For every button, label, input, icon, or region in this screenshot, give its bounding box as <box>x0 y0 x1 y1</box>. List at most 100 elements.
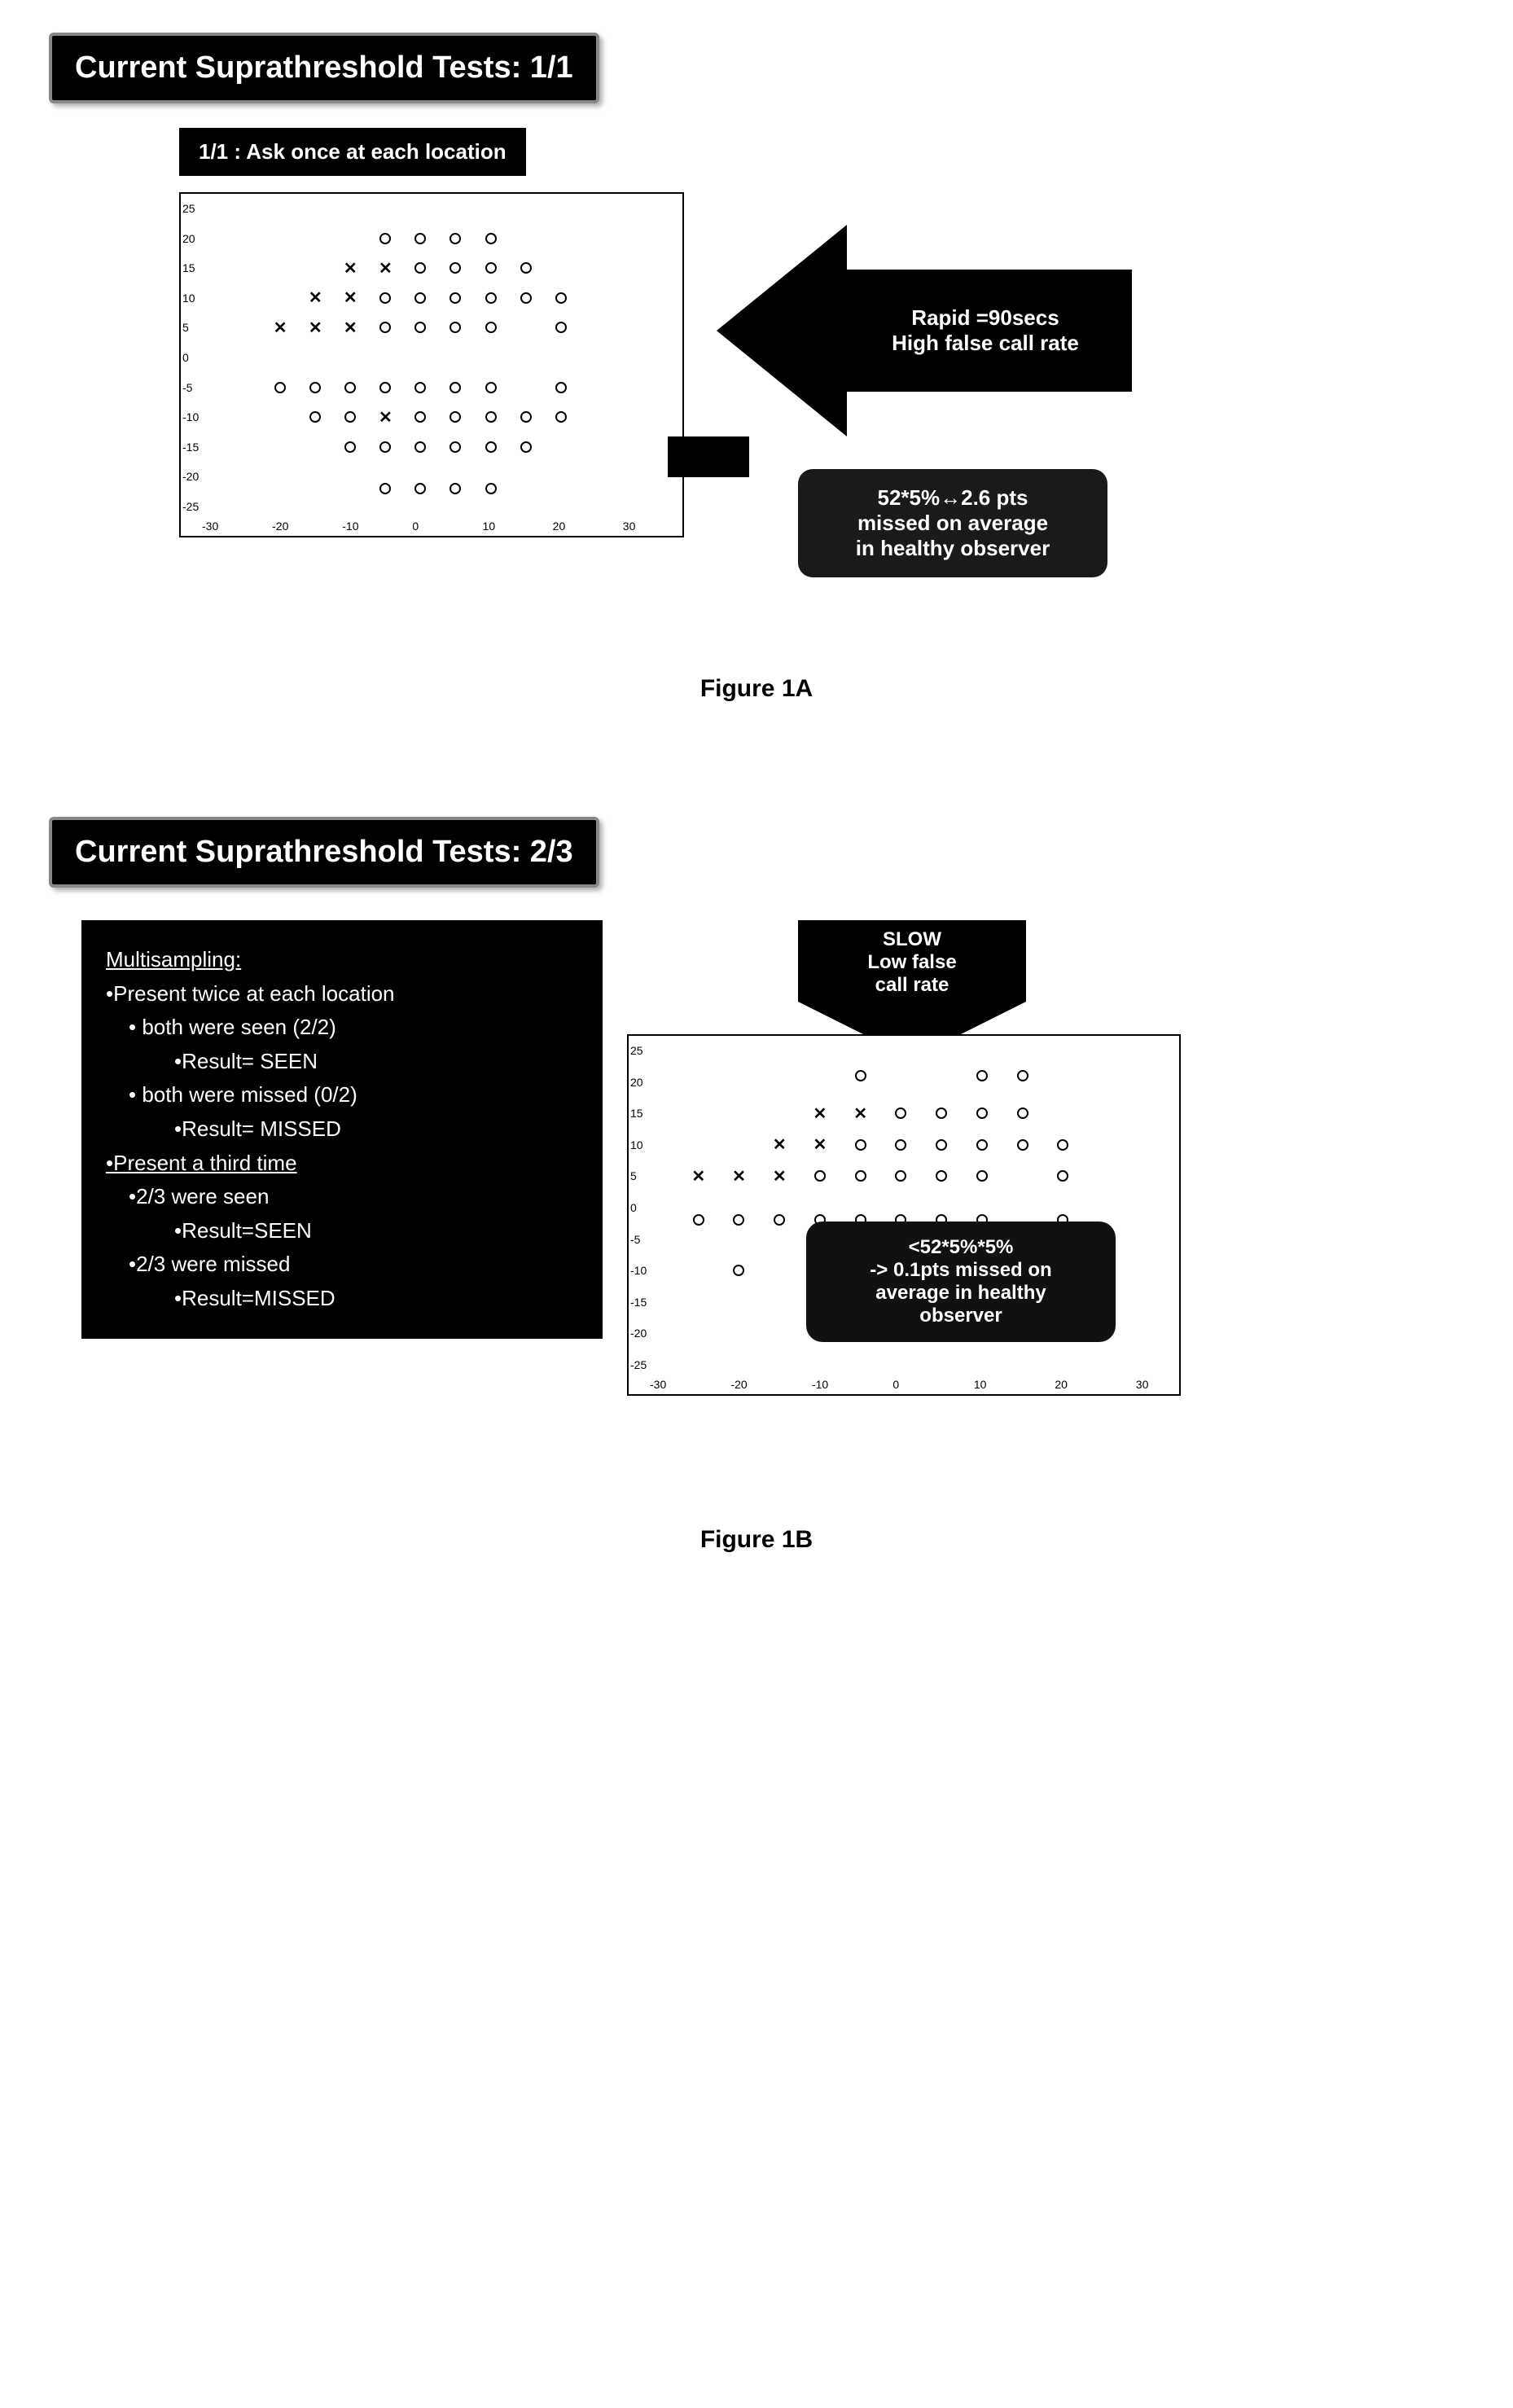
ytick-label: -25 <box>182 500 199 513</box>
ms-line3: •Result= SEEN <box>174 1045 578 1079</box>
missed-point-marker <box>344 292 356 304</box>
seen-point-marker <box>555 382 567 393</box>
figure-1a-arrow-wrap: Rapid =90secs High false call rate <box>717 225 1173 436</box>
down-arrow-line2: Low false <box>813 951 1011 974</box>
ytick-label: -15 <box>182 441 199 454</box>
seen-point-marker <box>414 233 426 244</box>
seen-point-marker <box>1017 1139 1028 1151</box>
figure-1b-callout-line3: average in healthy <box>826 1282 1096 1305</box>
seen-point-marker <box>520 411 532 423</box>
seen-point-marker <box>344 441 356 453</box>
seen-point-marker <box>450 441 461 453</box>
seen-point-marker <box>379 292 391 304</box>
ms-line9: •2/3 were missed <box>129 1248 578 1282</box>
seen-point-marker <box>520 441 532 453</box>
left-arrow-head-icon <box>717 225 847 436</box>
seen-point-marker <box>855 1070 866 1081</box>
ytick-label: 15 <box>630 1107 643 1120</box>
ytick-label: -20 <box>182 470 199 483</box>
xtick-label: 10 <box>974 1378 987 1391</box>
figure-1a: Current Suprathreshold Tests: 1/1 1/1 : … <box>49 33 1464 703</box>
seen-point-marker <box>485 233 497 244</box>
seen-point-marker <box>936 1139 947 1151</box>
figure-1a-panel-row: -25-20-15-10-50510152025-30-20-100102030… <box>49 192 1464 577</box>
seen-point-marker <box>855 1170 866 1182</box>
ytick-label: 25 <box>182 202 195 215</box>
connector-bar-icon <box>668 436 749 477</box>
seen-point-marker <box>895 1139 906 1151</box>
seen-point-marker <box>414 262 426 274</box>
seen-point-marker <box>693 1214 704 1226</box>
ytick-label: 20 <box>630 1076 643 1089</box>
seen-point-marker <box>450 382 461 393</box>
down-arrow-body: SLOW Low false call rate <box>798 920 1026 1002</box>
figure-1a-caption-text: Figure 1A <box>700 675 813 702</box>
seen-point-marker <box>450 262 461 274</box>
seen-point-marker <box>895 1170 906 1182</box>
figure-1b-caption-text: Figure 1B <box>700 1526 813 1553</box>
seen-point-marker <box>379 483 391 494</box>
figure-1a-arrow-line1: Rapid =90secs <box>911 305 1059 331</box>
down-arrow-line1: SLOW <box>813 928 1011 951</box>
xtick-label: 30 <box>623 520 636 533</box>
down-arrow-line3: call rate <box>813 974 1011 997</box>
xtick-label: 20 <box>553 520 566 533</box>
figure-1a-caption: Figure 1A <box>49 675 1464 703</box>
seen-point-marker <box>555 322 567 333</box>
ms-line5: •Result= MISSED <box>174 1112 578 1147</box>
seen-point-marker <box>895 1108 906 1119</box>
xtick-label: -30 <box>650 1378 666 1391</box>
figure-1b-panel-row: Multisampling: •Present twice at each lo… <box>49 920 1464 1396</box>
missed-point-marker <box>344 322 356 333</box>
ms-line2: • both were seen (2/2) <box>129 1011 578 1045</box>
missed-point-marker <box>379 411 391 423</box>
xtick-label: 30 <box>1136 1378 1149 1391</box>
ms-line6: •Present a third time <box>106 1151 297 1175</box>
seen-point-marker <box>379 441 391 453</box>
figure-1a-callout: 52*5%↔2.6 pts missed on average in healt… <box>798 469 1107 577</box>
missed-point-marker <box>274 322 286 333</box>
ytick-label: 10 <box>182 292 195 305</box>
seen-point-marker <box>414 441 426 453</box>
ytick-label: 15 <box>182 261 195 274</box>
missed-point-marker <box>855 1108 866 1119</box>
seen-point-marker <box>450 233 461 244</box>
seen-point-marker <box>976 1108 988 1119</box>
figure-1a-arrow-line2: High false call rate <box>892 331 1079 356</box>
figure-1a-callout-line1: 52*5%↔2.6 pts <box>821 485 1085 511</box>
figure-1a-arrow-body: Rapid =90secs High false call rate <box>839 270 1132 392</box>
figure-1a-annotations: Rapid =90secs High false call rate 52*5%… <box>717 192 1173 577</box>
ytick-label: 0 <box>182 351 189 364</box>
missed-point-marker <box>733 1170 744 1182</box>
seen-point-marker <box>274 382 286 393</box>
ytick-label: -5 <box>182 381 192 394</box>
seen-point-marker <box>520 292 532 304</box>
ytick-label: 25 <box>630 1044 643 1057</box>
ytick-label: -15 <box>630 1296 647 1309</box>
ms-line4: • both were missed (0/2) <box>129 1078 578 1112</box>
seen-point-marker <box>450 411 461 423</box>
xtick-label: -10 <box>342 520 358 533</box>
seen-point-marker <box>936 1170 947 1182</box>
seen-point-marker <box>379 233 391 244</box>
figure-1b-caption: Figure 1B <box>49 1526 1464 1554</box>
missed-point-marker <box>693 1170 704 1182</box>
seen-point-marker <box>976 1170 988 1182</box>
missed-point-marker <box>309 292 321 304</box>
ytick-label: 10 <box>630 1138 643 1151</box>
figure-1a-callout-line2: missed on average <box>821 511 1085 536</box>
figure-1b-right-col: SLOW Low false call rate -25-20-15-10-50… <box>627 920 1197 1396</box>
figure-1a-chart-inner: -25-20-15-10-50510152025-30-20-100102030 <box>181 194 637 536</box>
seen-point-marker <box>814 1170 826 1182</box>
seen-point-marker <box>1057 1170 1068 1182</box>
ytick-label: -10 <box>630 1264 647 1277</box>
xtick-label: -10 <box>812 1378 828 1391</box>
seen-point-marker <box>414 382 426 393</box>
seen-point-marker <box>1057 1139 1068 1151</box>
missed-point-marker <box>774 1139 785 1151</box>
seen-point-marker <box>485 483 497 494</box>
figure-1a-subtitle-banner: 1/1 : Ask once at each location <box>179 128 526 176</box>
seen-point-marker <box>379 322 391 333</box>
figure-1b-callout: <52*5%*5% -> 0.1pts missed on average in… <box>806 1222 1116 1342</box>
missed-point-marker <box>814 1108 826 1119</box>
